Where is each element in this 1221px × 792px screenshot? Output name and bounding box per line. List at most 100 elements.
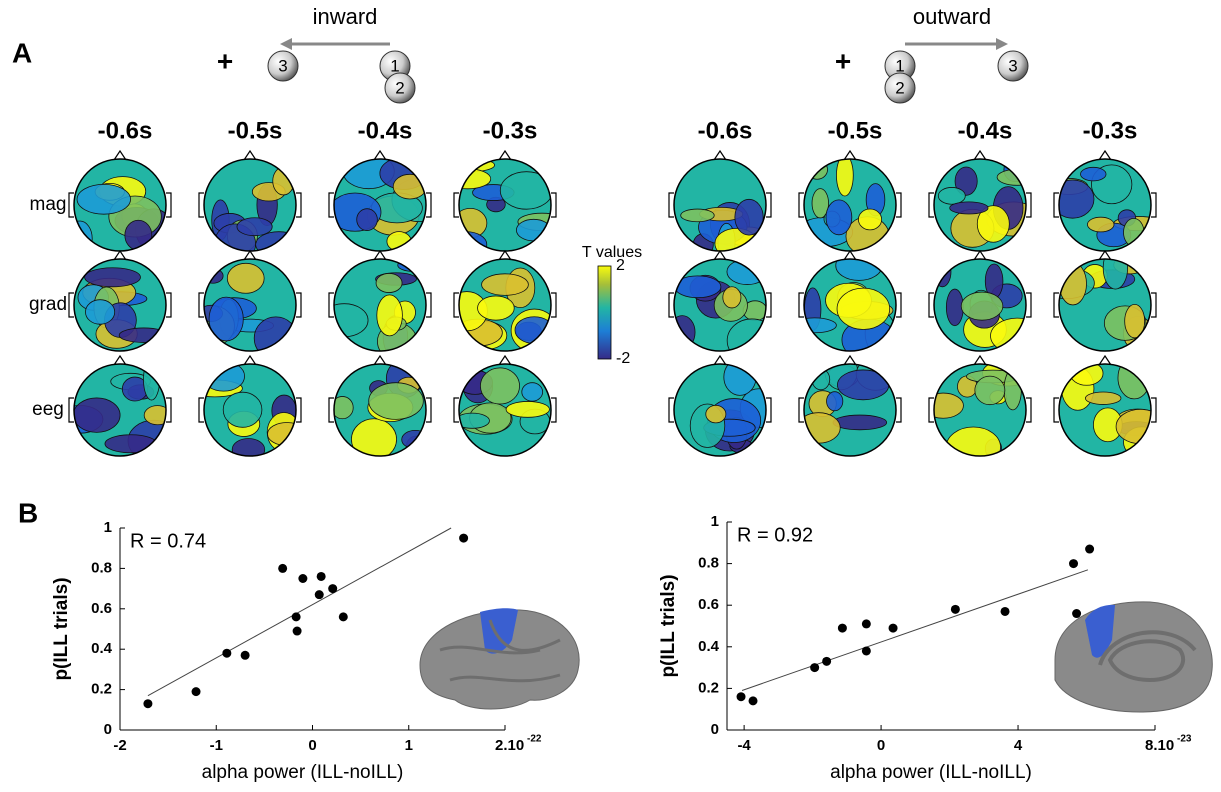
topomap [446,259,557,352]
plus-sign: + [217,45,233,76]
point [192,687,201,696]
point [1085,545,1094,554]
node-label: 2 [895,78,904,97]
condition-label: outward [913,4,991,29]
point [317,572,326,581]
time-label: -0.6s [98,117,153,144]
topomap-blob [119,328,168,342]
x-tick-label: 8.10 [1145,737,1174,754]
arrow-head [280,38,292,50]
topomap [797,155,896,256]
topomap-blob [227,263,264,293]
x-exponent: -23 [1177,734,1192,745]
topomap-blob [833,415,887,430]
point [1069,559,1078,568]
topomap-blob [826,200,852,235]
point [315,590,324,599]
topomap-blob [223,392,262,427]
point [822,657,831,666]
y-tick-label: 0.4 [91,640,113,657]
topomap-blob [256,232,303,257]
topomap-blob [858,209,881,230]
point [951,605,960,614]
panel-label: B [18,497,38,528]
plus-sign: + [835,45,851,76]
point [1072,609,1081,618]
topomap [923,360,1034,467]
topomap-blob [812,369,830,390]
annotation: R = 0.92 [737,524,813,546]
topomap [792,250,896,360]
y-tick-label: 0.2 [91,681,112,698]
y-tick-label: 0 [711,721,719,738]
fit-line [148,528,451,696]
topomap-blob [997,169,1038,185]
y-tick-label: 0.8 [698,555,719,572]
topomap-blob [444,158,495,171]
topomap [1050,159,1163,251]
panel-label: A [12,37,32,68]
topomap-blob [837,288,890,329]
annotation: R = 0.74 [130,530,206,552]
topomap-blob [377,295,403,336]
point [298,574,307,583]
point [278,564,287,573]
topomap-blob [273,167,294,195]
row-label: eeg [32,399,64,420]
node-label: 3 [278,56,287,75]
topomap-blob [254,317,297,360]
topomap-blob [961,292,1003,320]
colorbar-tick: -2 [616,350,630,367]
y-axis-label: p(ILL trials) [658,574,679,677]
y-tick-label: 0.4 [698,638,720,655]
topomap [68,159,172,256]
brain-medial [1055,602,1212,712]
topomap-blob [792,318,836,333]
arrow-head [996,38,1008,50]
topomap-blob [268,423,307,446]
fit-line [742,570,1088,691]
topomap-blob [376,273,402,292]
topomap-blob [351,419,396,460]
topomap-blob [506,401,549,417]
x-tick-label: 0 [877,737,885,754]
brain-lateral [420,608,579,709]
row-label: mag [30,194,67,215]
topomap [455,364,551,456]
point [222,649,231,658]
topomap-blob [723,287,741,308]
topomap [204,159,302,264]
time-label: -0.4s [358,117,413,144]
y-axis-label: p(ILL trials) [51,577,72,680]
topomap-blob [516,219,550,241]
topomap-blob [827,392,843,411]
topomap [187,361,306,461]
topomap-blob [482,274,529,296]
topomap [674,359,777,456]
node-label: 2 [395,78,404,97]
point [1001,607,1010,616]
topomap-blob [807,160,828,179]
point [143,699,152,708]
topomap-blob [727,319,776,362]
y-tick-label: 0 [104,721,112,738]
topomap-blob [975,376,1005,405]
point [328,584,337,593]
topomap-blob [85,300,114,325]
topomap-blob [105,435,157,453]
topomap-blob [237,218,272,236]
x-tick-label: 2.10 [495,737,524,754]
topomap-blob [73,398,120,432]
topomap-blob [522,383,543,401]
point [749,696,758,705]
topomap [190,259,298,360]
time-label: -0.3s [483,117,538,144]
point [737,692,746,701]
topomap-blob [1118,357,1150,399]
topomap-blob [837,370,888,400]
point [862,619,871,628]
topomap [1059,357,1165,458]
point [810,663,819,672]
x-tick-label: 1 [405,737,413,754]
time-label: -0.5s [828,117,883,144]
